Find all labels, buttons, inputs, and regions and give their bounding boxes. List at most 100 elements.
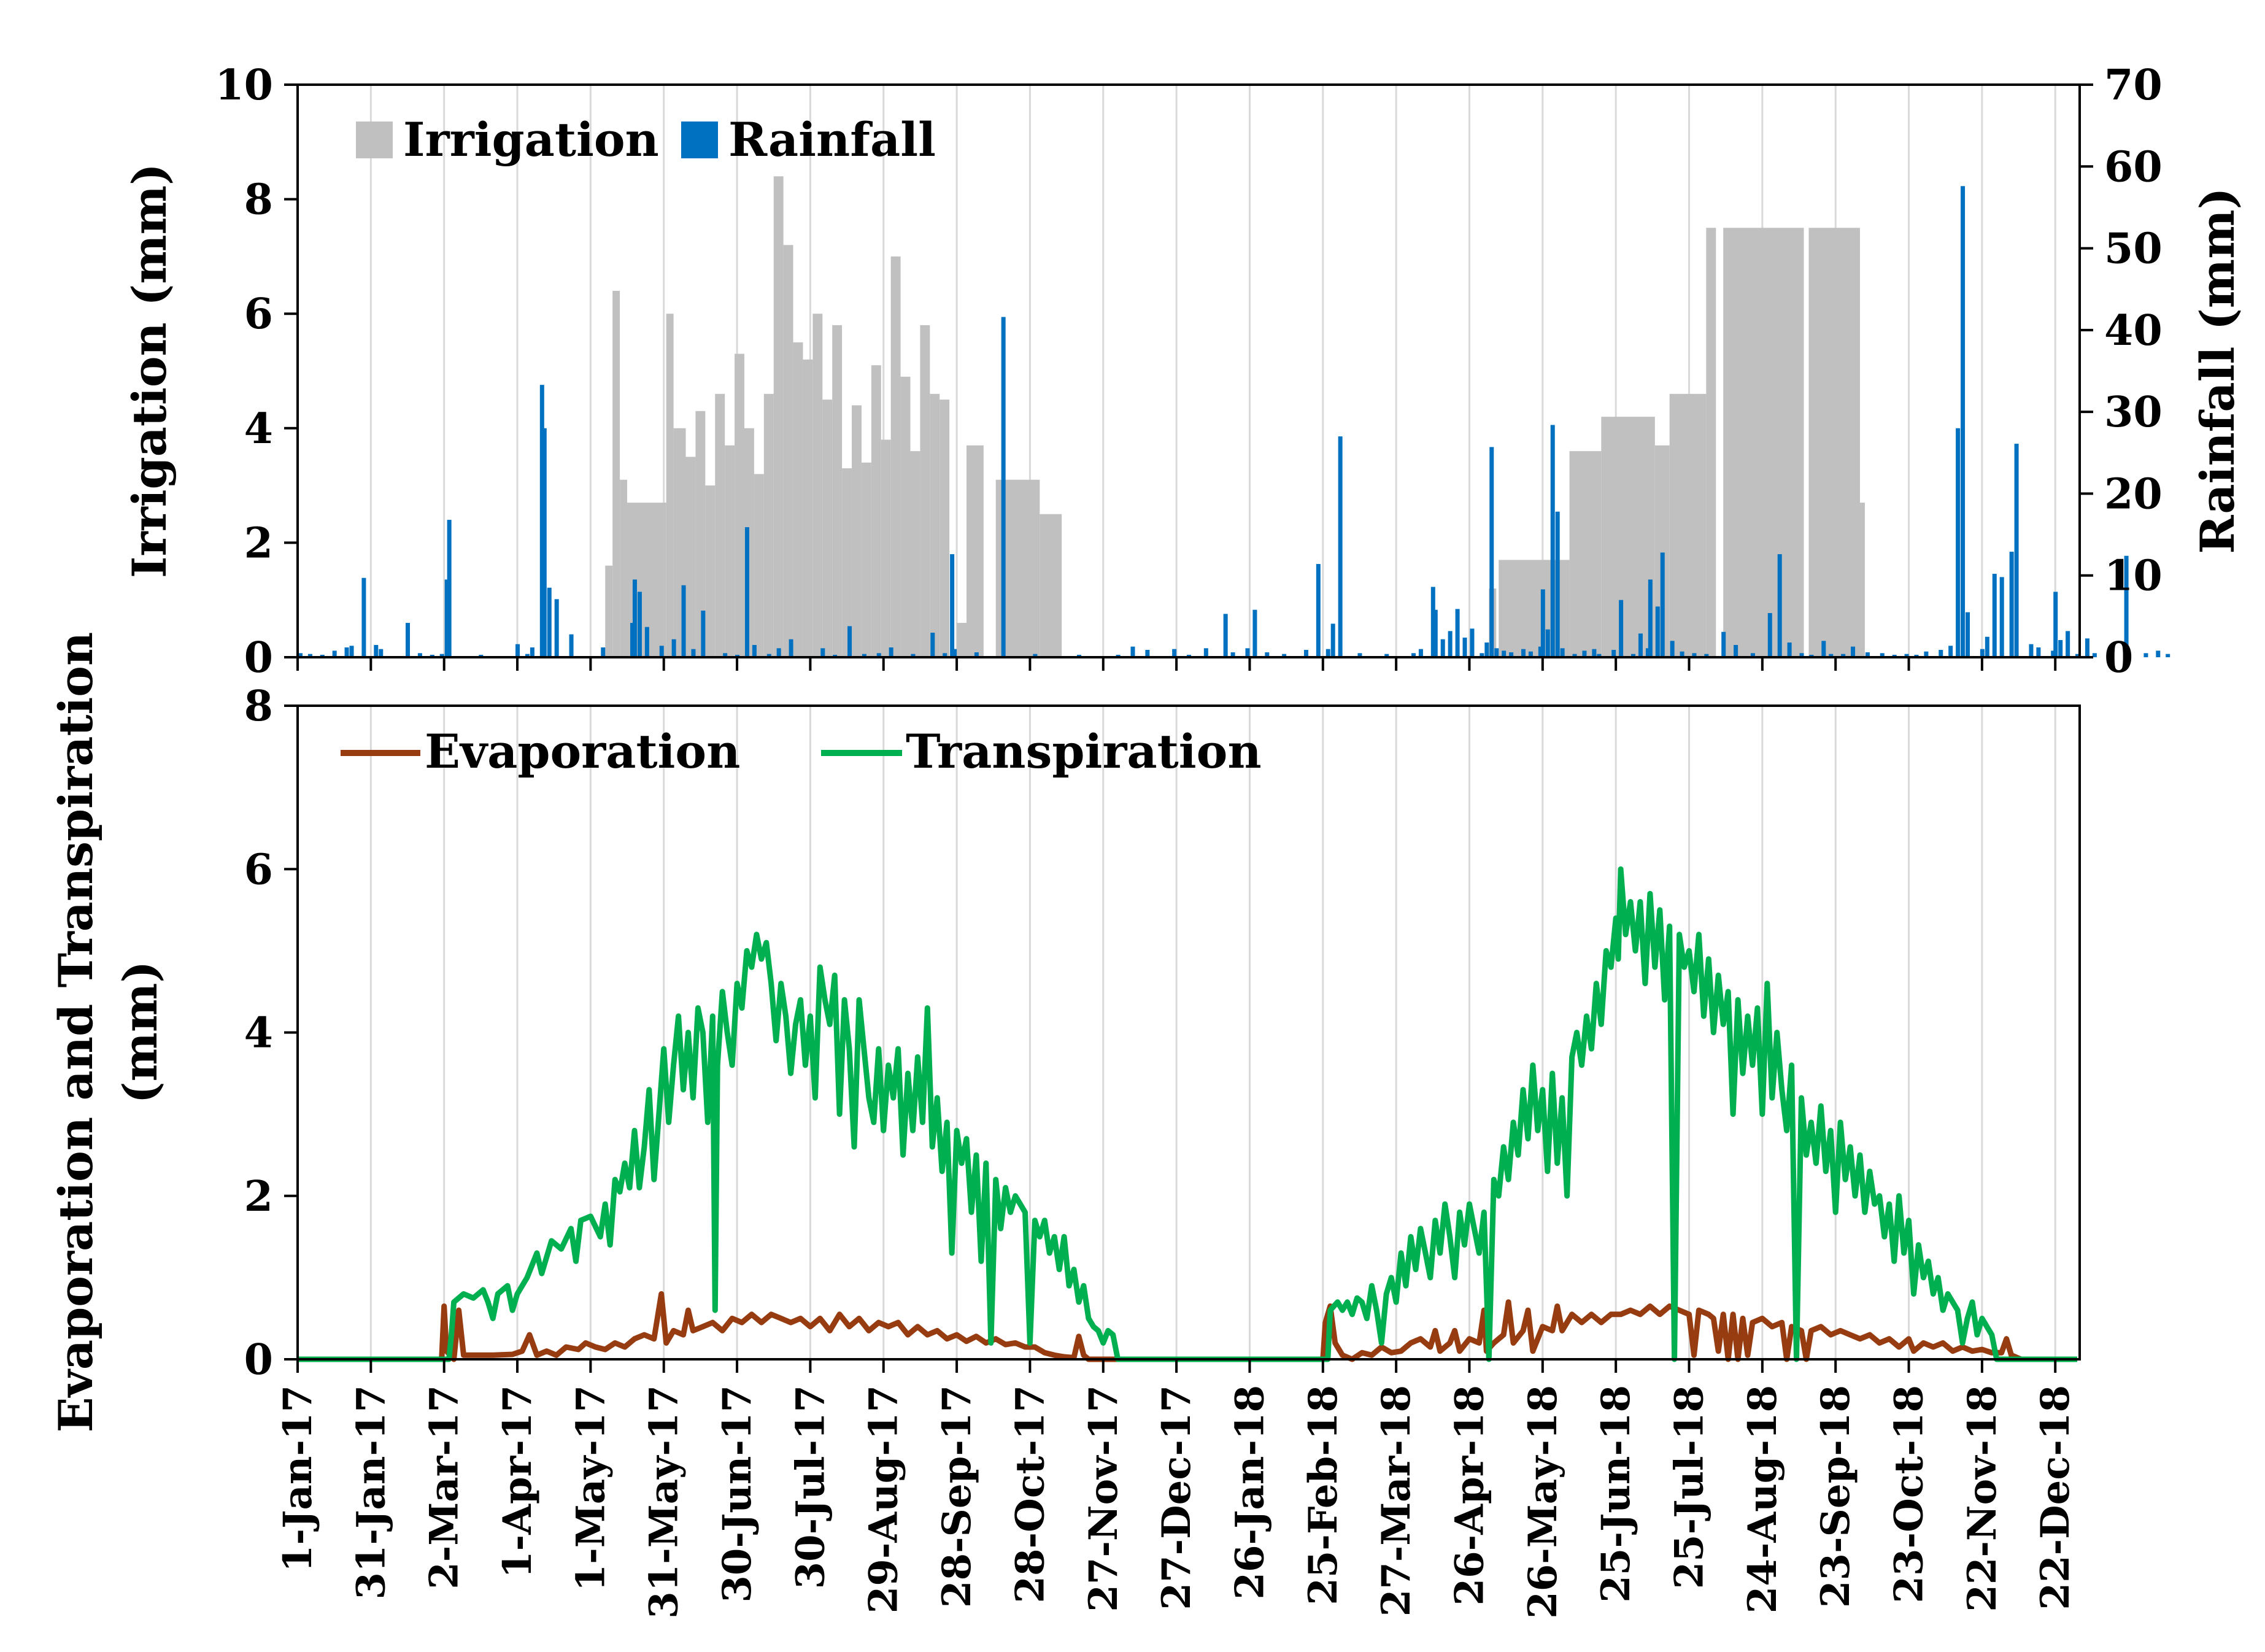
rainfall-bar <box>776 648 781 657</box>
rainfall-bar <box>1509 652 1514 657</box>
rainfall-bar <box>1203 648 1208 657</box>
rainfall-bar <box>2092 653 2097 657</box>
rainfall-bar <box>1470 628 1475 657</box>
rainfall-bar <box>417 653 422 657</box>
rainfall-bar <box>950 554 955 657</box>
x-tick-label: 22-Dec-18 <box>2032 1385 2078 1610</box>
rainfall-bar <box>1619 600 1624 657</box>
rainfall-bar <box>1245 648 1250 657</box>
rainfall-bar <box>1777 554 1782 657</box>
rainfall-bar <box>298 653 303 657</box>
et-y-tick-label: 6 <box>244 845 273 894</box>
rainfall-bar <box>1611 650 1616 657</box>
rainfall-bar <box>1433 609 1438 657</box>
top-x-axis <box>296 657 2057 671</box>
rainfall-bar <box>1799 653 1804 657</box>
rainfall-bar <box>1130 646 1135 657</box>
irrigation-bar <box>900 376 911 657</box>
rainfall-bar <box>2143 653 2148 657</box>
rainfall-bar <box>1865 652 1870 657</box>
rainfall-bar <box>1966 612 1970 657</box>
irrigation-bar <box>783 245 793 657</box>
rainfall-bar <box>1538 646 1543 657</box>
x-tick-label: 23-Oct-18 <box>1886 1385 1932 1604</box>
x-tick-label: 28-Sep-17 <box>934 1385 980 1608</box>
rainfall-bar <box>2053 592 2058 657</box>
bottom-y-axis: 0 2 4 6 8 <box>244 682 298 1384</box>
rainfall-bar <box>2014 444 2019 657</box>
rainfall-bar <box>1734 645 1738 657</box>
irrigation-bar <box>763 393 774 657</box>
rainfall-bar <box>2166 654 2170 657</box>
bottom-plot-frame <box>296 704 2081 1361</box>
irrigation-bar <box>605 565 613 657</box>
rainfall-bar <box>1841 654 1846 657</box>
rainfall-bar <box>1494 648 1499 657</box>
rainfall-bar <box>1880 653 1885 657</box>
rainfall-bar <box>632 579 637 657</box>
irrigation-bar <box>705 485 716 657</box>
rainfall-bar <box>307 654 312 657</box>
irrigation-bar <box>940 399 950 657</box>
rainfall-bar <box>1172 649 1177 657</box>
rainfall-bar <box>2051 650 2056 657</box>
irrigation-y-tick-label: 4 <box>244 404 273 454</box>
rainfall-bar <box>1704 654 1709 657</box>
rainfall-bar <box>1462 638 1467 657</box>
rainfall-bar <box>2085 638 2089 657</box>
irrigation-series <box>605 176 1865 657</box>
bottom-legend: Evaporation Transpiration <box>341 724 1262 779</box>
irrigation-bar <box>1601 417 1655 657</box>
irrigation-bar <box>966 445 984 657</box>
rainfall-bar <box>1265 652 1270 657</box>
rainfall-bar <box>847 626 852 657</box>
rainfall-bar <box>1572 654 1577 657</box>
rainfall-bar <box>1680 651 1684 657</box>
rainfall-bar <box>1555 511 1560 657</box>
rainfall-bar <box>876 653 881 657</box>
rainfall-bar <box>1924 651 1929 657</box>
legend-evaporation-label: Evaporation <box>425 724 740 779</box>
bottom-x-axis: 1-Jan-17 31-Jan-17 2-Mar-17 1-Apr-17 1-May-1… <box>275 1359 2078 1619</box>
irrigation-bar <box>890 256 901 657</box>
rainfall-bar <box>637 592 642 657</box>
et-y-tick-label: 0 <box>244 1335 273 1384</box>
rainfall-bar <box>1521 649 1526 657</box>
irrigation-bar <box>930 393 940 657</box>
irrigation-y-tick-label: 0 <box>244 633 273 682</box>
rainfall-bar <box>1455 609 1460 657</box>
rainfall-bar <box>1528 651 1533 657</box>
rainfall-bar <box>601 647 606 657</box>
legend-irrigation-swatch <box>356 122 393 158</box>
et-y-tick-label: 4 <box>244 1009 273 1058</box>
legend-rainfall-label: Rainfall <box>728 112 936 167</box>
rainfall-bar <box>1489 447 1494 657</box>
irrigation-bar <box>793 342 803 657</box>
rainfall-y-tick-label: 50 <box>2104 225 2163 274</box>
rainfall-bar <box>547 587 552 657</box>
rainfall-bar <box>1502 650 1507 657</box>
irrigation-y-tick-label: 2 <box>244 519 273 568</box>
rainfall-bar <box>630 623 635 657</box>
rainfall-bar <box>1692 653 1697 657</box>
irrigation-bar <box>871 365 881 657</box>
x-tick-label: 25-Feb-18 <box>1300 1385 1346 1605</box>
rainfall-bar <box>1230 652 1235 657</box>
x-tick-label: 27-Dec-17 <box>1154 1385 1200 1610</box>
irrigation-bar <box>1706 228 1716 657</box>
rainfall-bar <box>1787 643 1792 657</box>
rainfall-bar <box>1448 631 1453 657</box>
rainfall-bar <box>1961 186 1966 657</box>
rainfall-bar <box>671 639 676 657</box>
rainfall-bar <box>1282 654 1287 657</box>
x-tick-label: 30-Jul-17 <box>787 1385 833 1589</box>
rainfall-bar <box>1338 436 1343 657</box>
rainfall-bar <box>2107 654 2112 657</box>
irrigation-bar <box>1723 228 1804 657</box>
rainfall-bar <box>681 585 686 657</box>
rainfall-bar <box>1033 654 1038 657</box>
rainfall-bar <box>1985 636 1989 657</box>
irrigation-bar <box>852 405 862 657</box>
